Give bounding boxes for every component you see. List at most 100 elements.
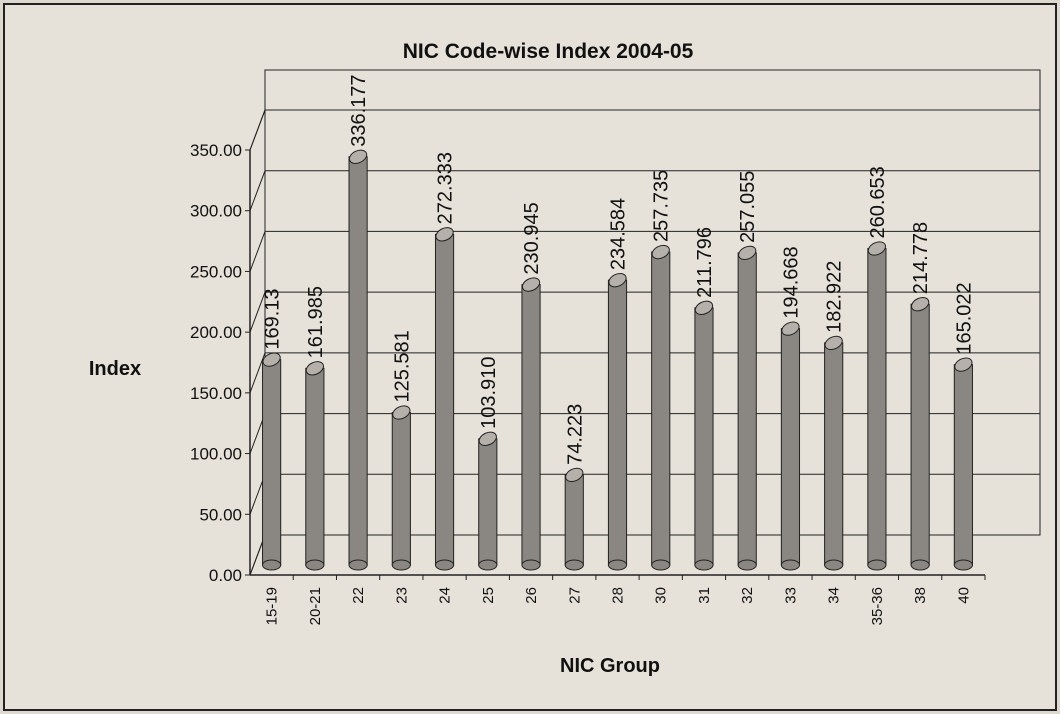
y-tick-label: 350.00 [190, 141, 242, 160]
bar-top [651, 244, 670, 260]
bar-top [867, 241, 887, 256]
bar [953, 364, 973, 566]
value-label: 257.735 [651, 170, 673, 242]
bar-top [305, 361, 324, 376]
value-label: 103.910 [478, 357, 500, 429]
value-label: 169.13 [262, 288, 284, 349]
bar-base [867, 559, 887, 571]
bar [824, 342, 844, 566]
grid-line [249, 291, 266, 333]
value-label: 194.668 [780, 246, 802, 318]
bar [434, 233, 455, 566]
value-label: 272.333 [435, 152, 457, 224]
bar [348, 156, 368, 566]
x-tick-label: 24 [437, 587, 454, 604]
bar-base [737, 559, 757, 571]
bar-base [953, 559, 973, 571]
chart-title: NIC Code-wise Index 2004-05 [403, 40, 694, 63]
value-label: 125.581 [391, 330, 413, 402]
y-tick-label: 150.00 [190, 384, 242, 403]
grid-line [249, 170, 266, 211]
value-label: 230.945 [521, 202, 543, 274]
value-label: 211.796 [694, 227, 716, 298]
bar-base [348, 559, 368, 571]
value-label: 234.584 [608, 198, 630, 270]
value-label: 336.177 [348, 74, 370, 146]
bar [651, 251, 671, 566]
x-tick-label: 26 [523, 587, 540, 604]
bar [694, 307, 714, 566]
bar [737, 252, 757, 566]
bar-base [607, 559, 628, 571]
bar-top [781, 321, 800, 336]
grid-line [249, 231, 266, 272]
bar-base [780, 559, 801, 571]
bar-top [348, 149, 368, 164]
bar-top [521, 277, 541, 292]
x-tick-label: 25 [480, 587, 497, 604]
bar [521, 284, 541, 566]
bar-base [434, 559, 455, 571]
bar [867, 247, 887, 566]
bar-top [608, 272, 627, 288]
bar [391, 412, 411, 566]
bar-top [478, 431, 497, 446]
bar-top [435, 227, 454, 242]
bar [780, 328, 801, 566]
bar-base [521, 559, 541, 571]
bar-base [305, 559, 325, 571]
bar-base [694, 559, 714, 571]
x-tick-label: 34 [826, 587, 843, 604]
bar-base [564, 559, 584, 571]
x-tick-label: 30 [653, 587, 670, 604]
bar-top [262, 352, 281, 367]
bar [478, 438, 498, 566]
value-label: 214.778 [910, 222, 932, 294]
bar [564, 474, 584, 566]
y-tick-label: 300.00 [190, 202, 242, 221]
value-label: 165.022 [953, 282, 975, 354]
x-tick-label: 38 [912, 587, 929, 604]
x-tick-label: 31 [696, 587, 713, 604]
y-tick-label: 100.00 [190, 445, 242, 464]
bar-base [391, 559, 411, 571]
x-tick-label: 20-21 [307, 587, 324, 625]
bar [910, 303, 930, 566]
bar [305, 367, 325, 566]
bar-top [392, 405, 411, 420]
x-tick-label: 15-19 [264, 587, 281, 625]
x-tick-label: 27 [566, 587, 583, 604]
value-label: 161.985 [305, 286, 327, 358]
value-label: 260.653 [867, 166, 889, 238]
y-tick-label: 0.00 [209, 566, 242, 585]
x-tick-label: 28 [610, 587, 627, 604]
value-label: 182.922 [824, 261, 846, 333]
bar-top [738, 245, 757, 261]
bar-top [694, 300, 714, 315]
grid-line [249, 109, 266, 151]
bar-top [954, 357, 973, 372]
x-tick-label: 22 [350, 587, 367, 604]
y-axis-label: Index [89, 358, 141, 380]
x-tick-label: 35-36 [869, 587, 886, 625]
bar-base [478, 559, 498, 571]
y-tick-label: 50.00 [199, 505, 242, 524]
x-tick-label: 40 [955, 587, 972, 604]
value-label: 257.055 [737, 171, 759, 243]
x-tick-label: 23 [393, 587, 410, 604]
bar [262, 359, 282, 566]
bar-base [824, 559, 844, 571]
y-tick-label: 200.00 [190, 323, 242, 342]
y-tick-label: 250.00 [190, 262, 242, 281]
bar [607, 279, 628, 566]
bar-base [262, 559, 282, 571]
bar-top [824, 335, 843, 351]
x-axis-label: NIC Group [560, 655, 660, 677]
bar-base [910, 559, 930, 571]
value-label: 74.223 [564, 404, 586, 465]
bar-base [651, 559, 671, 571]
x-tick-label: 33 [782, 587, 799, 604]
bar-top [565, 467, 584, 483]
bar-top [911, 297, 930, 312]
